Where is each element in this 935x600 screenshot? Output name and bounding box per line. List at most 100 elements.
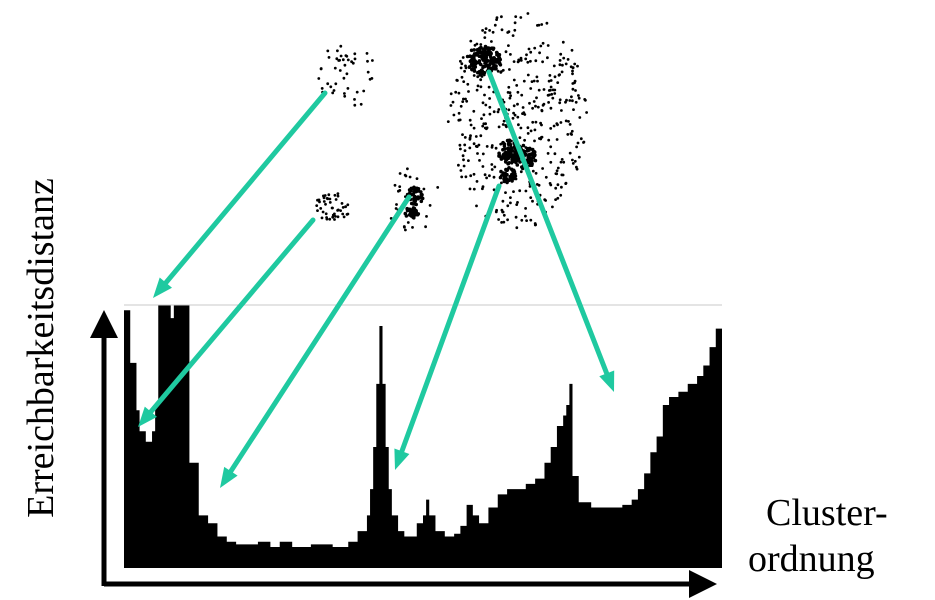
cluster-point [497,54,501,58]
cluster-point [559,59,562,62]
cluster-point [459,119,462,122]
cluster-point [489,113,492,116]
cluster-point [478,159,481,162]
cluster-point [503,155,507,159]
cluster-point [541,60,544,63]
cluster-point [523,80,526,83]
cluster-point [464,149,467,152]
cluster-point [569,152,572,155]
cluster-point [547,44,550,47]
cluster-point [460,105,463,108]
cluster-point [556,138,559,141]
cluster-point [404,212,408,216]
cluster-point [473,74,476,77]
cluster-point [524,207,527,210]
cluster-point [549,127,552,130]
cluster-point [411,226,414,229]
cluster-point [577,94,580,97]
cluster-point [537,106,540,109]
cluster-point [561,64,564,67]
cluster-point [343,77,346,80]
cluster-point [485,177,488,180]
cluster-point [536,183,539,186]
cluster-point [530,162,534,166]
cluster-point [398,189,401,192]
cluster-point [558,101,561,104]
cluster-point [497,152,501,156]
cluster-point [495,147,498,150]
cluster-point [559,98,562,101]
cluster-point [531,121,534,124]
cluster-point [335,57,338,60]
cluster-point [525,190,528,193]
cluster-point [493,166,496,169]
cluster-point [464,136,467,139]
cluster-point [505,50,508,53]
cluster-point [557,167,560,170]
cluster-point [461,133,464,136]
cluster-point [329,198,332,201]
cluster-point [538,24,541,27]
cluster-point [499,176,503,180]
cluster-point [319,207,322,210]
cluster-point [494,24,497,27]
cluster-point [347,87,350,90]
cluster-point [551,97,554,100]
cluster-point [415,188,419,192]
cluster-point [490,163,493,166]
cluster-point [551,206,554,209]
cluster-point [570,65,573,68]
cluster-point [560,186,563,189]
cluster-point [479,55,483,59]
cluster-point [343,92,346,95]
cluster-point [493,110,496,113]
cluster-point [321,217,324,220]
cluster-point [506,168,510,172]
cluster-point [354,58,357,61]
cluster-point [487,46,491,50]
cluster-point [476,43,479,46]
reachability-area [124,305,722,568]
cluster-point [516,116,519,119]
cluster-point [553,89,556,92]
cluster-point [562,161,565,164]
cluster-point [569,123,572,126]
cluster-point [408,208,412,212]
cluster-point [454,91,457,94]
cluster-point [560,121,563,124]
cluster-point [405,175,408,178]
cluster-point [331,92,334,95]
cluster-point [413,202,417,206]
cluster-point [547,139,550,142]
cluster-point [529,87,532,90]
cluster-point [544,199,547,202]
cluster-point [489,55,493,59]
cluster-point [323,200,326,203]
cluster-point [507,44,510,47]
cluster-point [558,73,561,76]
cluster-point [329,201,332,204]
cluster-point [533,154,537,158]
cluster-point [483,94,486,97]
cluster-point [462,154,465,157]
cluster-point [452,101,455,104]
cluster-point [460,169,463,172]
cluster-point [546,22,549,25]
cluster-point [513,79,516,82]
cluster-point [533,47,536,50]
cluster-point [476,89,479,92]
cluster-point [530,130,533,133]
cluster-point [483,50,487,54]
cluster-point [462,158,465,161]
cluster-point [488,174,491,177]
cluster-point [540,109,543,112]
cluster-point [362,90,365,93]
cluster-point [475,205,478,208]
cluster-point [522,144,526,148]
cluster-point [484,104,487,107]
cluster-point [559,63,562,66]
cluster-point [497,218,500,221]
cluster-point [394,184,397,187]
cluster-point [534,59,537,62]
cluster-point [366,60,369,63]
